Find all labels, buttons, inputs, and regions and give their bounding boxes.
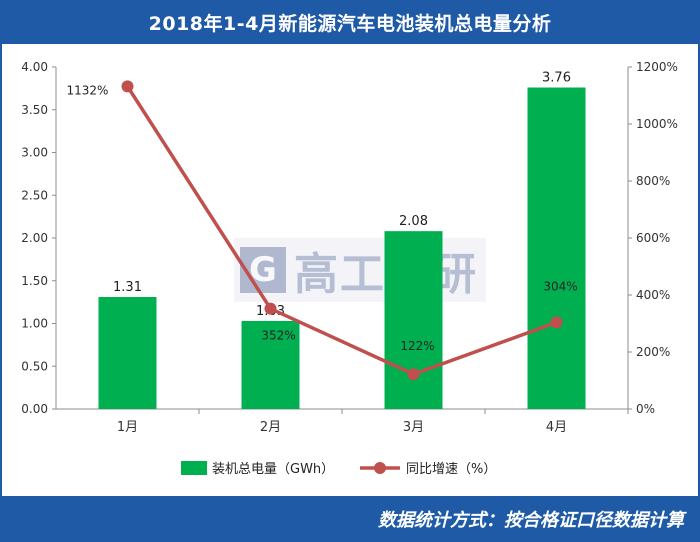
y-left-tick-label: 0.50 <box>21 359 48 373</box>
y-left-tick-label: 1.00 <box>21 317 48 331</box>
growth-point <box>407 368 420 381</box>
bar <box>241 320 300 409</box>
y-right-tick-label: 400% <box>636 288 670 302</box>
y-left-tick-label: 3.00 <box>21 146 48 160</box>
growth-value-label: 122% <box>400 339 434 353</box>
growth-point <box>121 80 134 93</box>
growth-line <box>126 85 558 377</box>
y-right-tick-label: 200% <box>636 345 670 359</box>
x-tick-label: 1月 <box>117 420 138 435</box>
growth-value-label: 304% <box>543 279 577 293</box>
watermark-logo: G <box>240 247 286 293</box>
y-right-tick-label: 1000% <box>636 117 678 131</box>
y-right-tick-label: 800% <box>636 174 670 188</box>
combo-chart: 0.00 0.50 1.00 1.50 2.00 2.50 3.00 3.50 4.00 0% 20… <box>21 60 678 477</box>
legend-bar-label: 装机总电量（GWh） <box>212 462 334 477</box>
y-right-tick-label: 600% <box>636 231 670 245</box>
legend-line-marker <box>374 462 386 474</box>
x-tick-label: 4月 <box>546 420 567 435</box>
growth-point <box>264 302 277 315</box>
y-left-tick-label: 1.50 <box>21 274 48 288</box>
y-right-tick-label: 0% <box>636 402 655 416</box>
y-left-tick-label: 2.00 <box>21 231 48 245</box>
growth-value-label: 1132% <box>67 83 109 97</box>
bar <box>527 87 586 409</box>
y-left-tick-label: 3.50 <box>21 103 48 117</box>
growth-point <box>550 316 563 329</box>
legend-bar-swatch <box>181 461 207 475</box>
y-left-tick-label: 2.50 <box>21 188 48 202</box>
y-right-tick-label: 1200% <box>636 60 678 74</box>
chart-title: 2018年1-4月新能源汽车电池装机总电量分析 <box>0 0 700 44</box>
y-left-tick-label: 0.00 <box>21 402 48 416</box>
y-left-tick-label: 4.00 <box>21 60 48 74</box>
x-tick-label: 3月 <box>403 420 424 435</box>
bar <box>384 231 443 409</box>
footer-note: 数据统计方式：按合格证口径数据计算 <box>0 496 700 542</box>
legend-line-label: 同比增速（%） <box>406 462 496 477</box>
x-tick-label: 2月 <box>260 420 281 435</box>
bar-value-label: 2.08 <box>399 214 428 229</box>
bar-value-label: 1.31 <box>113 280 142 295</box>
bar <box>98 296 157 409</box>
growth-value-label: 352% <box>261 329 295 343</box>
bar-value-label: 3.76 <box>542 71 571 86</box>
